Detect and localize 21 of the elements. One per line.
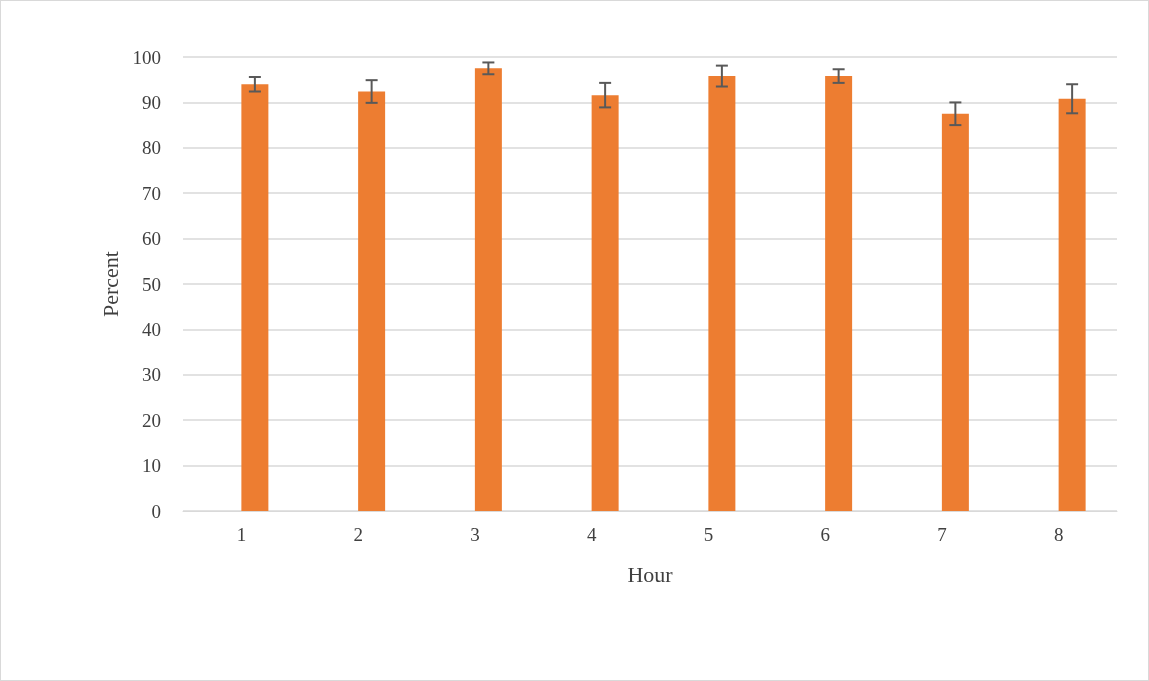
x-tick-label: 8	[1053, 524, 1064, 545]
y-tick-label: 40	[142, 318, 161, 340]
y-tick-label: 100	[132, 46, 161, 68]
y-tick-label: 20	[142, 409, 161, 431]
y-tick-label: 80	[142, 137, 161, 159]
x-tick-label: 3	[470, 524, 480, 545]
x-tick-label: 2	[353, 524, 363, 545]
y-tick-label: 70	[142, 182, 161, 204]
y-tick-label: 30	[142, 364, 161, 386]
y-tick-label: 0	[151, 500, 161, 522]
x-tick-label: 4	[586, 524, 597, 545]
y-tick-label: 10	[142, 455, 161, 477]
y-tick-label: 60	[142, 228, 161, 250]
y-axis-title: Percent	[97, 251, 123, 317]
x-tick-label: 1	[236, 524, 247, 545]
x-tick-label: 7	[937, 524, 947, 545]
x-tick-label: 5	[703, 524, 714, 545]
y-tick-label: 50	[142, 273, 161, 295]
x-axis-title: Hour	[627, 561, 674, 587]
x-tick-label: 6	[820, 524, 830, 545]
y-tick-label: 90	[142, 91, 161, 113]
